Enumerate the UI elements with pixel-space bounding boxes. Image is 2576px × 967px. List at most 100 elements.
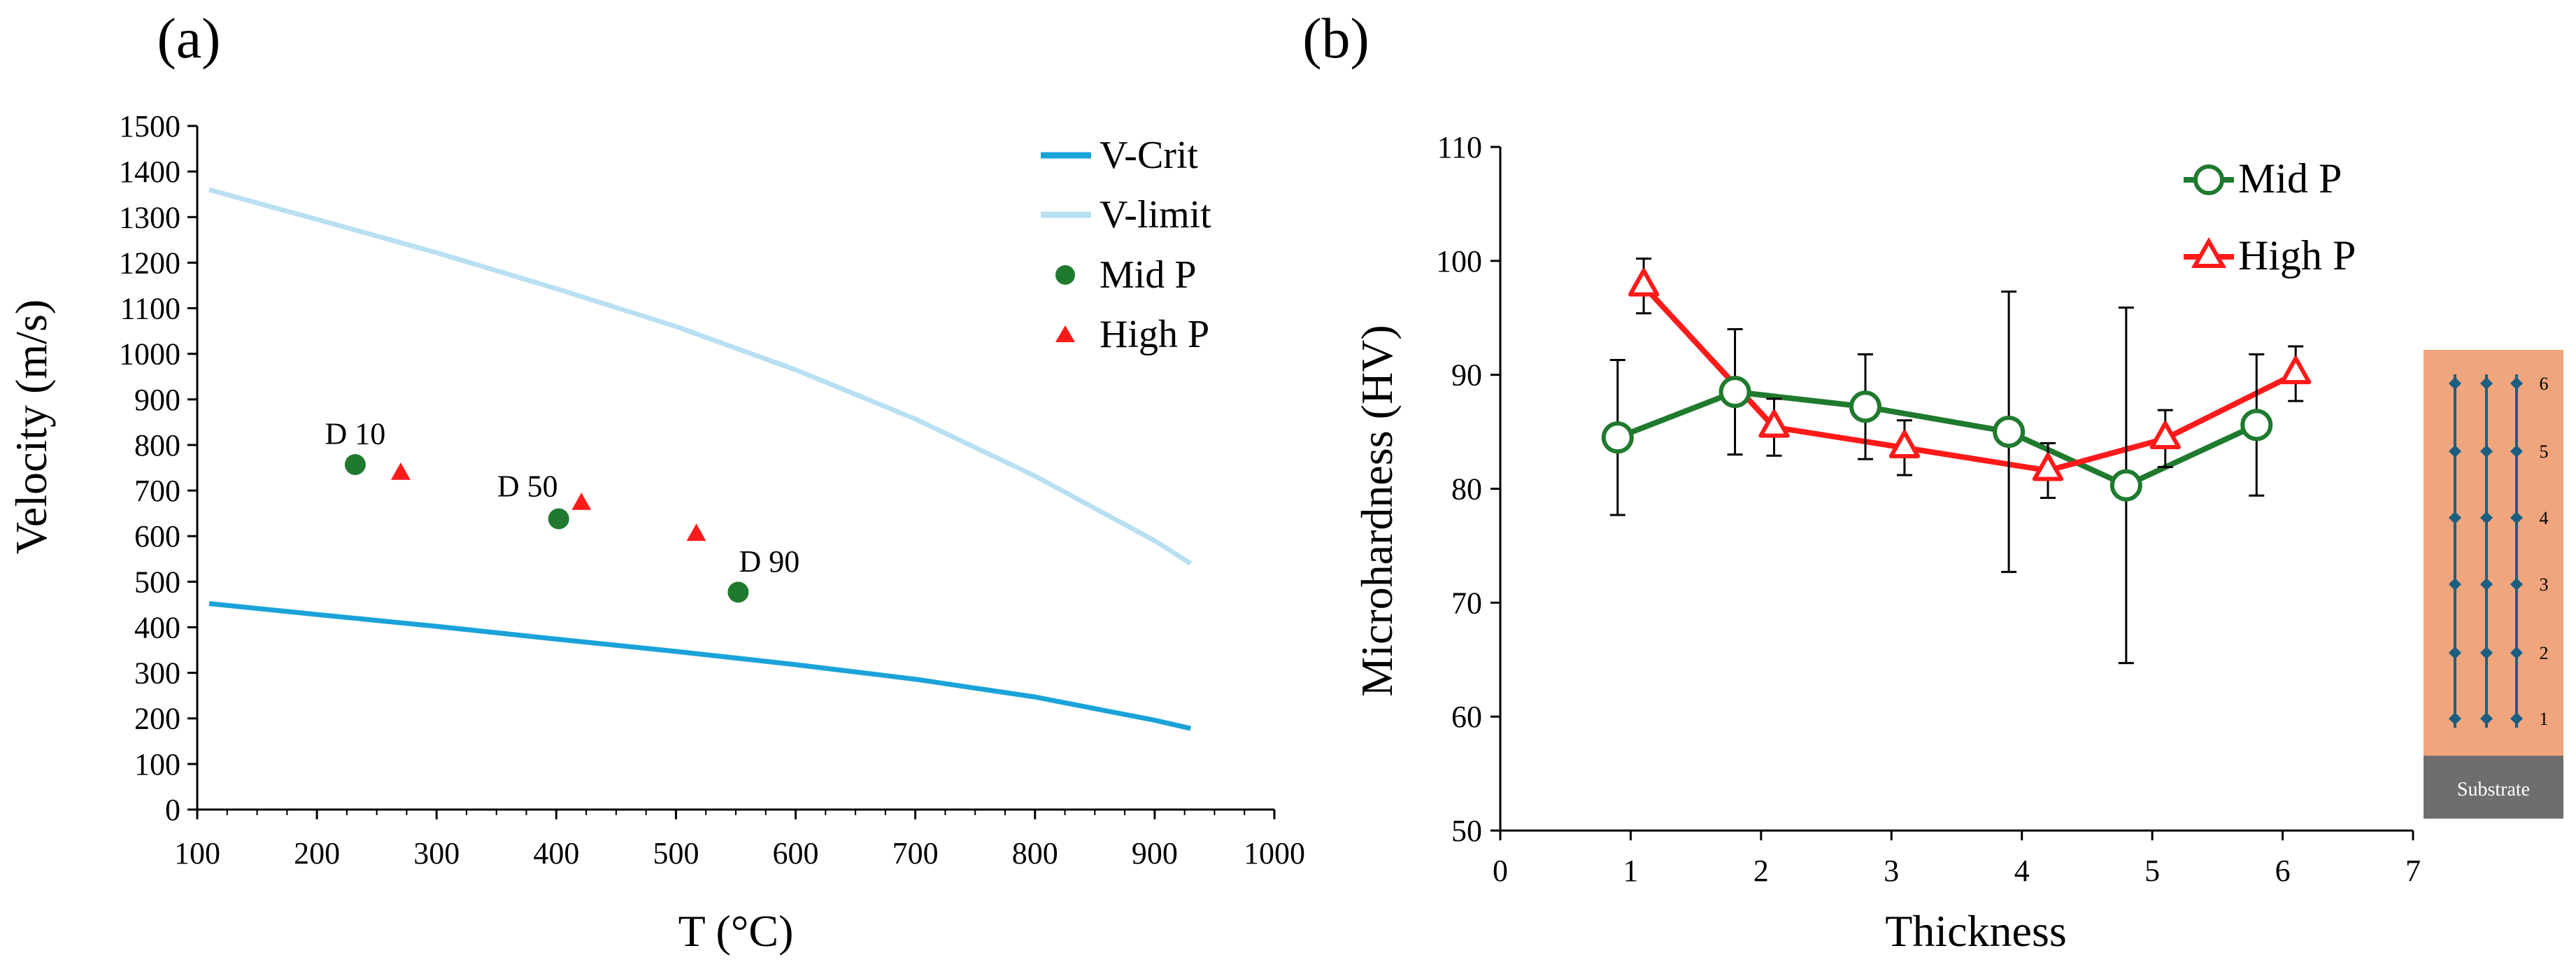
y-tick-label: 500: [134, 565, 180, 599]
high-p-point: [2032, 453, 2064, 481]
y-tick-label: 1200: [119, 246, 180, 280]
indent-mark: [2510, 647, 2523, 659]
indent-mark: [2510, 445, 2523, 458]
series-high-p-line: [1642, 283, 2297, 474]
panel-b-legend: Mid P High P: [2184, 155, 2356, 278]
indent-mark: [2510, 511, 2523, 524]
y-tick-label: 1000: [119, 337, 180, 372]
panel-b-x-axis-label: Thickness: [1885, 906, 2067, 956]
legend-v-crit-label: V-Crit: [1100, 134, 1199, 177]
panel-b-chart: (b) 50 60 70 80 90 100 110 0 1 2 3 4 5 6 7 Thickness M…: [1302, 6, 2421, 956]
mid-p-point: [727, 581, 749, 603]
indent-mark: [2510, 712, 2523, 725]
panel-a-annotations: D 10 D 50 D 90: [325, 417, 799, 579]
indent-mark: [2480, 377, 2493, 390]
y-tick-label: 90: [1451, 358, 1482, 393]
series-v-limit-line: [208, 187, 1193, 566]
panel-b-series: [1601, 257, 2312, 665]
row-label-1: 1: [2540, 709, 2549, 729]
x-tick-label: 800: [1012, 836, 1058, 870]
high-p-point: [1758, 409, 1790, 438]
indent-mark: [2480, 445, 2493, 458]
mid-p-point: [2240, 409, 2273, 442]
y-tick-label: 1100: [120, 292, 180, 326]
substrate-layer: [2424, 756, 2563, 819]
legend-mid-p-label: Mid P: [1100, 253, 1197, 297]
y-tick-label: 600: [134, 519, 180, 553]
x-tick-label: 6: [2275, 854, 2291, 888]
legend-b-high-p-marker: [2191, 237, 2227, 268]
mid-p-point: [548, 508, 569, 530]
y-tick-label: 200: [134, 702, 180, 736]
x-tick-label: 700: [892, 836, 939, 870]
legend-high-p-label: High P: [1100, 313, 1209, 356]
row-label-2: 2: [2540, 643, 2549, 663]
high-p-point: [571, 492, 592, 510]
y-tick-label: 70: [1451, 586, 1482, 620]
legend-b-high-p-label: High P: [2238, 232, 2356, 278]
high-p-point: [2149, 421, 2181, 449]
mid-p-point: [2109, 469, 2142, 502]
high-p-point: [390, 462, 411, 480]
indent-mark: [2449, 445, 2461, 458]
substrate-label: Substrate: [2457, 779, 2530, 800]
legend-mid-p-marker: [1055, 265, 1075, 285]
y-tick-label: 1500: [119, 109, 180, 143]
y-tick-label: 60: [1451, 700, 1482, 734]
mid-p-point: [1993, 416, 2026, 449]
panel-a-series: [208, 187, 1193, 731]
sample-inset-diagram: Substrate 1 2 3 4 5 6: [2424, 350, 2563, 819]
series-v-crit-line: [208, 601, 1192, 731]
panel-b-label: (b): [1302, 6, 1369, 70]
indent-mark: [2510, 578, 2523, 591]
y-tick-label: 800: [134, 428, 180, 463]
row-label-6: 6: [2540, 374, 2549, 394]
x-tick-label: 900: [1132, 836, 1178, 870]
annotation-d50: D 50: [497, 470, 558, 504]
indent-mark: [2480, 647, 2493, 659]
y-tick-label: 110: [1437, 130, 1482, 164]
x-tick-label: 7: [2405, 854, 2421, 888]
panel-a-y-axis-label: Velocity (m/s): [6, 299, 56, 554]
legend-v-limit-label: V-limit: [1100, 193, 1211, 237]
row-label-3: 3: [2540, 574, 2549, 595]
y-tick-label: 1400: [119, 155, 180, 189]
x-tick-label: 0: [1493, 854, 1508, 888]
mid-p-point: [1718, 376, 1751, 409]
indent-row-labels: 1 2 3 4 5 6: [2540, 374, 2549, 729]
x-tick-label: 500: [653, 836, 699, 870]
mid-p-point: [344, 453, 366, 475]
x-tick-label: 100: [174, 836, 220, 870]
panel-a-x-axis-label: T (°C): [678, 906, 794, 956]
indent-mark: [2480, 712, 2493, 725]
y-tick-label: 50: [1451, 814, 1482, 848]
indent-mark: [2449, 578, 2461, 591]
y-tick-label: 300: [134, 656, 180, 691]
indent-mark: [2480, 578, 2493, 591]
coating-layer: [2424, 350, 2563, 756]
x-tick-label: 400: [533, 836, 579, 870]
x-tick-label: 200: [294, 836, 340, 870]
x-tick-label: 600: [773, 836, 819, 870]
annotation-d10: D 10: [325, 417, 385, 451]
panel-a-axes: 0 100 200 300 400 500 600 700 800 900 1000 1100 1200…: [119, 109, 1305, 870]
high-p-point: [1628, 268, 1660, 297]
series-mid-p-line: [1616, 389, 2258, 488]
panel-a-legend: V-Crit V-limit Mid P High P: [1041, 134, 1211, 356]
indent-mark: [2449, 712, 2461, 725]
y-tick-label: 100: [134, 747, 180, 782]
legend-b-mid-p-marker: [2193, 164, 2224, 195]
x-tick-label: 5: [2144, 854, 2160, 888]
high-p-point: [2280, 356, 2312, 385]
y-tick-label: 900: [134, 383, 180, 417]
high-p-point: [686, 523, 706, 542]
indent-mark: [2449, 377, 2461, 390]
indent-mark: [2449, 511, 2461, 524]
row-label-5: 5: [2540, 442, 2549, 462]
annotation-d90: D 90: [739, 544, 800, 579]
mid-p-point: [1849, 390, 1881, 423]
panel-a-label: (a): [157, 6, 220, 70]
mid-p-point: [1601, 421, 1634, 454]
x-tick-label: 300: [413, 836, 460, 870]
